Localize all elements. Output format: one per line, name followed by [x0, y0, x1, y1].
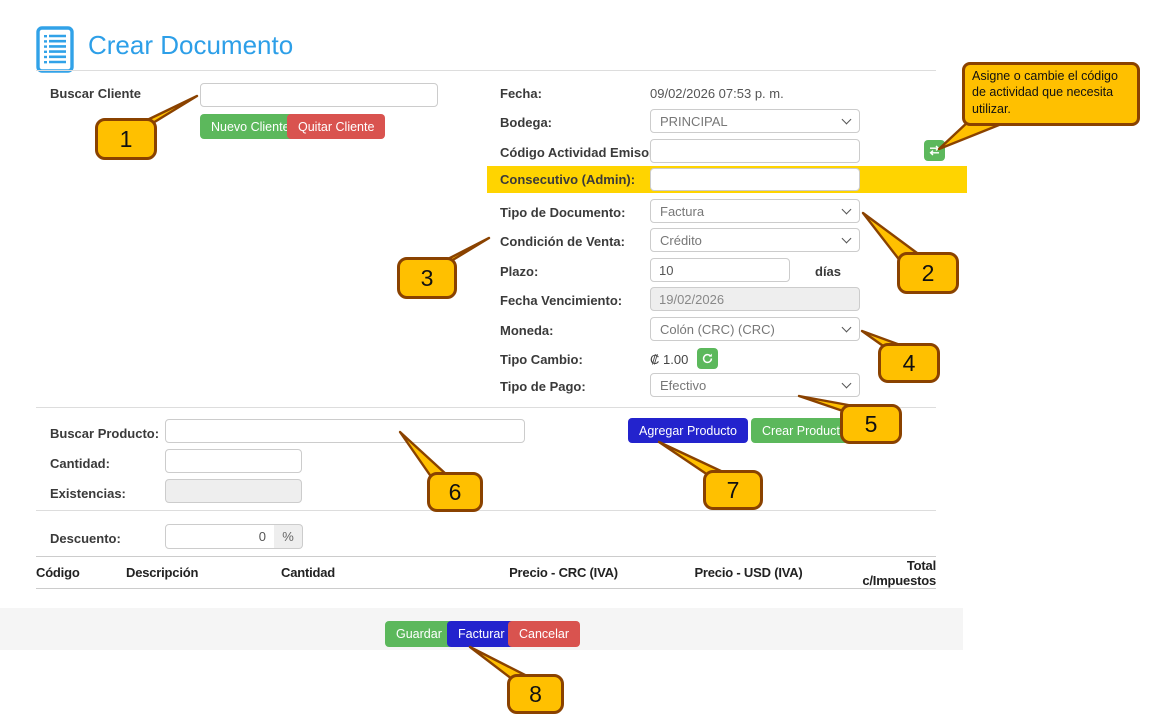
- tipo-cambio-label: Tipo Cambio:: [500, 352, 583, 367]
- chevron-down-icon: [841, 378, 852, 389]
- fecha-vencimiento-input: [650, 287, 860, 311]
- refresh-icon: [702, 353, 713, 364]
- plazo-label: Plazo:: [500, 264, 539, 279]
- callout-7: 7: [703, 470, 763, 510]
- plazo-input[interactable]: [650, 258, 790, 282]
- consecutivo-input[interactable]: [650, 168, 860, 191]
- buscar-cliente-input[interactable]: [200, 83, 438, 107]
- moneda-selected-value: Colón (CRC) (CRC): [660, 321, 775, 337]
- tipo-documento-selected-value: Factura: [660, 203, 705, 219]
- document-list-icon: [36, 26, 74, 73]
- bodega-selected-value: PRINCIPAL: [660, 113, 728, 129]
- col-codigo: Código: [36, 565, 80, 580]
- guardar-button[interactable]: Guardar: [385, 621, 453, 647]
- condicion-venta-selected-value: Crédito: [660, 232, 702, 248]
- tipo-documento-label: Tipo de Documento:: [500, 205, 626, 220]
- cambiar-codigo-button[interactable]: [924, 140, 945, 161]
- chevron-down-icon: [841, 322, 852, 333]
- moneda-select[interactable]: Colón (CRC) (CRC): [650, 317, 860, 341]
- tipo-cambio-value: ₡ 1.00: [650, 352, 689, 367]
- cantidad-label: Cantidad:: [50, 456, 110, 471]
- callout-8: 8: [507, 674, 564, 714]
- quitar-cliente-button[interactable]: Quitar Cliente: [287, 114, 386, 139]
- moneda-label: Moneda:: [500, 323, 554, 338]
- condicion-venta-label: Condición de Venta:: [500, 234, 625, 249]
- nuevo-cliente-button[interactable]: Nuevo Cliente: [200, 114, 301, 139]
- product-section-divider: [36, 407, 936, 408]
- crear-producto-button[interactable]: Crear Producto: [751, 418, 858, 443]
- chevron-down-icon: [841, 114, 852, 125]
- callout-4: 4: [878, 343, 940, 383]
- header-divider: [36, 70, 936, 71]
- tipo-pago-select[interactable]: Efectivo: [650, 373, 860, 397]
- callout-1: 1: [95, 118, 157, 160]
- activity-code-tooltip: Asigne o cambie el código de actividad q…: [962, 62, 1140, 126]
- items-table-header: Código Descripción Cantidad Precio - CRC…: [36, 556, 936, 589]
- col-cantidad: Cantidad: [281, 565, 336, 580]
- cancelar-button[interactable]: Cancelar: [508, 621, 581, 647]
- buscar-producto-label: Buscar Producto:: [50, 426, 160, 441]
- consecutivo-label: Consecutivo (Admin):: [500, 172, 636, 187]
- agregar-producto-button[interactable]: Agregar Producto: [628, 418, 748, 443]
- codigo-actividad-label: Código Actividad Emisor:: [500, 145, 659, 160]
- existencias-label: Existencias:: [50, 486, 126, 501]
- tipo-documento-select[interactable]: Factura: [650, 199, 860, 223]
- fecha-vencimiento-label: Fecha Vencimiento:: [500, 293, 623, 308]
- refresh-tipo-cambio-button[interactable]: [697, 348, 718, 369]
- callout-2: 2: [897, 252, 959, 294]
- callout-3: 3: [397, 257, 457, 299]
- condicion-venta-select[interactable]: Crédito: [650, 228, 860, 252]
- descuento-label: Descuento:: [50, 531, 121, 546]
- descuento-percent-addon: %: [274, 524, 303, 549]
- descuento-input[interactable]: [165, 524, 275, 549]
- existencias-input: [165, 479, 302, 503]
- chevron-down-icon: [841, 233, 852, 244]
- bodega-select[interactable]: PRINCIPAL: [650, 109, 860, 133]
- tipo-pago-label: Tipo de Pago:: [500, 379, 586, 394]
- fecha-value: 09/02/2026 07:53 p. m.: [650, 86, 784, 101]
- bodega-label: Bodega:: [500, 115, 552, 130]
- callout-5: 5: [840, 404, 902, 444]
- chevron-down-icon: [841, 204, 852, 215]
- callout-6: 6: [427, 472, 483, 512]
- buscar-producto-input[interactable]: [165, 419, 525, 443]
- col-precio-crc: Precio - CRC (IVA): [509, 565, 618, 580]
- codigo-actividad-input[interactable]: [650, 139, 860, 163]
- col-total: Total c/Impuestos: [862, 557, 936, 588]
- swap-arrows-icon: [929, 145, 940, 156]
- facturar-button[interactable]: Facturar: [447, 621, 516, 647]
- fecha-label: Fecha:: [500, 86, 542, 101]
- col-descripcion: Descripción: [126, 565, 199, 580]
- discount-section-divider: [36, 510, 936, 511]
- page-title: Crear Documento: [88, 30, 294, 60]
- cantidad-input[interactable]: [165, 449, 302, 473]
- tipo-pago-selected-value: Efectivo: [660, 377, 707, 393]
- buscar-cliente-label: Buscar Cliente: [50, 86, 142, 101]
- col-precio-usd: Precio - USD (IVA): [694, 565, 803, 580]
- plazo-dias-suffix: días: [815, 264, 842, 279]
